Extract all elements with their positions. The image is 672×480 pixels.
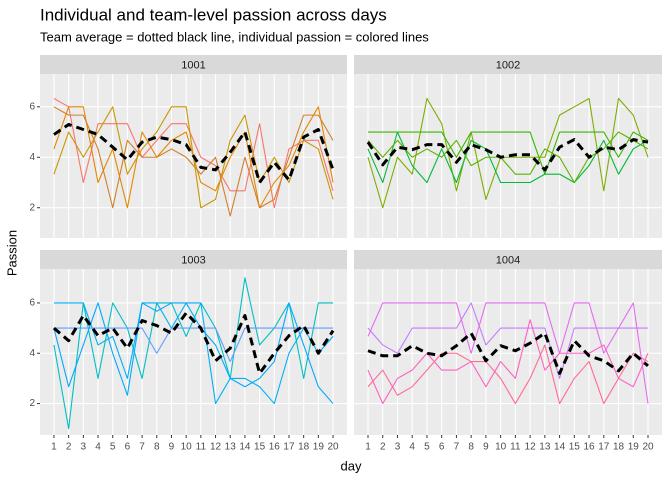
x-tick-label: 11 — [510, 442, 521, 453]
chart-subtitle: Team average = dotted black line, indivi… — [40, 29, 429, 44]
x-tick-label: 19 — [628, 442, 640, 453]
y-tick-label: 4 — [29, 348, 35, 359]
x-tick-label: 12 — [525, 442, 537, 453]
panel — [40, 269, 347, 435]
series-line — [53, 327, 334, 363]
strip — [40, 250, 347, 269]
x-tick-label: 11 — [196, 442, 207, 453]
x-tick-label: 16 — [583, 442, 595, 453]
x-tick-label: 5 — [110, 442, 116, 453]
panel — [354, 269, 662, 435]
x-tick-label: 13 — [539, 442, 551, 453]
x-tick-label: 5 — [424, 442, 430, 453]
facet-label: 1002 — [496, 59, 520, 71]
x-tick-label: 7 — [454, 442, 460, 453]
x-tick-label: 6 — [439, 442, 445, 453]
x-tick-label: 20 — [327, 442, 339, 453]
x-tick-label: 4 — [409, 442, 415, 453]
x-tick-label: 12 — [210, 442, 222, 453]
y-tick-label: 2 — [29, 398, 35, 409]
y-axis-label: Passion — [4, 230, 19, 276]
x-axis-label: day — [341, 458, 362, 473]
average-line — [52, 311, 335, 375]
series-line — [53, 302, 334, 405]
average-line — [366, 138, 649, 172]
x-tick-label: 14 — [239, 442, 251, 453]
strip — [354, 55, 662, 74]
x-tick-label: 1 — [365, 442, 371, 453]
series-line — [367, 131, 649, 184]
x-tick-label: 19 — [313, 442, 325, 453]
x-tick-label: 6 — [125, 442, 131, 453]
x-tick-label: 2 — [380, 442, 386, 453]
chart-title: Individual and team-level passion across… — [40, 5, 387, 24]
series-line — [367, 344, 649, 405]
facet-label: 1004 — [496, 254, 520, 266]
y-tick-label: 4 — [29, 152, 35, 163]
x-tick-label: 17 — [283, 442, 295, 453]
series-line — [53, 97, 334, 209]
series-line — [367, 302, 648, 379]
x-tick-label: 3 — [395, 442, 401, 453]
x-tick-label: 4 — [95, 442, 101, 453]
x-tick-label: 9 — [483, 442, 489, 453]
series-line — [53, 106, 334, 217]
strip — [354, 250, 662, 269]
panel — [354, 74, 662, 238]
facet-label: 1003 — [181, 254, 205, 266]
x-tick-label: 7 — [139, 442, 145, 453]
facet-label: 1001 — [181, 59, 205, 71]
x-tick-label: 13 — [225, 442, 237, 453]
x-tick-label: 1 — [51, 442, 57, 453]
x-tick-label: 15 — [569, 442, 581, 453]
series-line — [367, 97, 649, 209]
x-tick-label: 17 — [598, 442, 610, 453]
x-tick-label: 9 — [169, 442, 175, 453]
x-tick-label: 2 — [66, 442, 72, 453]
series-line — [368, 131, 649, 175]
x-tick-label: 14 — [554, 442, 566, 453]
y-tick-label: 2 — [29, 202, 35, 213]
series-line — [53, 302, 334, 404]
series-line — [367, 319, 649, 405]
x-tick-label: 8 — [468, 442, 474, 453]
x-tick-label: 18 — [298, 442, 310, 453]
x-tick-label: 10 — [495, 442, 507, 453]
x-tick-label: 8 — [154, 442, 160, 453]
series-line — [367, 302, 649, 404]
y-tick-label: 6 — [29, 298, 35, 309]
strip — [40, 55, 347, 74]
average-line — [367, 331, 649, 375]
y-tick-label: 6 — [29, 101, 35, 112]
x-tick-label: 10 — [181, 442, 193, 453]
average-line — [53, 122, 335, 184]
x-tick-label: 16 — [269, 442, 281, 453]
x-tick-label: 20 — [642, 442, 654, 453]
x-tick-label: 18 — [613, 442, 625, 453]
x-tick-label: 3 — [81, 442, 87, 453]
x-tick-label: 15 — [254, 442, 266, 453]
